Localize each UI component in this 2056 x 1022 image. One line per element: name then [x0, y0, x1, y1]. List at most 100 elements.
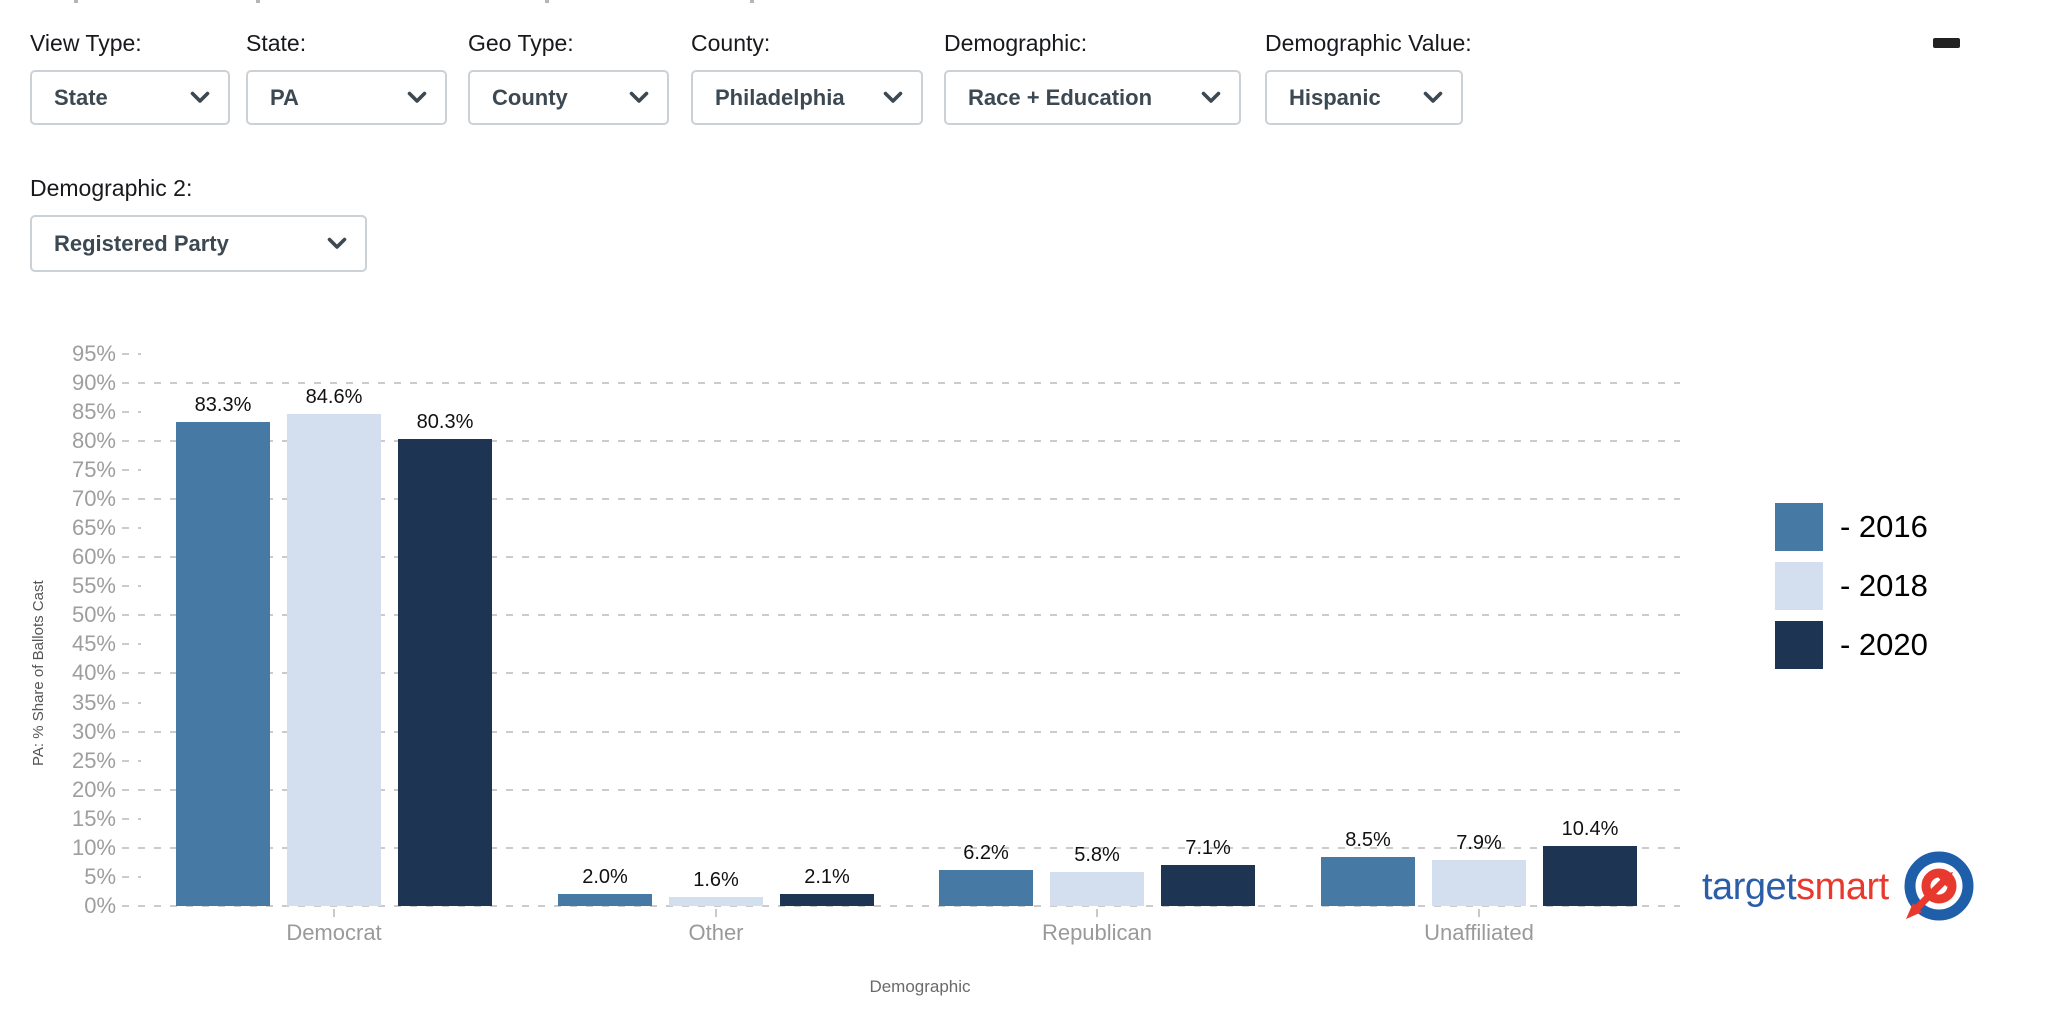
- legend-label: - 2018: [1840, 568, 1928, 603]
- bar-2020-other[interactable]: [780, 893, 874, 906]
- category-label-democrat: Democrat: [286, 920, 382, 945]
- major-gridline: [122, 846, 1680, 849]
- y-tick-label: 95%: [71, 340, 116, 366]
- legend-item-2016[interactable]: - 2016: [1775, 503, 1928, 551]
- filter-demographic-2: Demographic 2: Registered Party: [30, 175, 367, 272]
- y-tick-label: 0%: [84, 893, 116, 918]
- y-tick-label: 85%: [71, 398, 116, 424]
- filter-geo-type: Geo Type: County: [468, 30, 669, 125]
- cropped-ui-artifact: [545, 0, 549, 3]
- demographic-value-value: Hispanic: [1289, 84, 1381, 110]
- bar-2020-unaffiliated[interactable]: [1543, 845, 1637, 906]
- bar-2020-republican[interactable]: [1161, 864, 1255, 906]
- chart-legend: - 2016 - 2018 - 2020: [1775, 503, 1928, 669]
- x-axis-tick: [1478, 909, 1480, 917]
- y-tick-label: 30%: [71, 718, 116, 744]
- bar-2018-republican[interactable]: [1050, 872, 1144, 906]
- legend-swatch: [1775, 621, 1823, 669]
- demographic-value-text: Race + Education: [968, 84, 1153, 110]
- major-gridline: [122, 788, 1680, 791]
- minor-tick: [122, 410, 141, 413]
- legend-swatch: [1775, 562, 1823, 610]
- targetsmart-logo: targetsmart: [1702, 850, 1975, 924]
- bar-2016-other[interactable]: [558, 894, 652, 906]
- chevron-down-icon: [629, 91, 649, 103]
- bar-2018-democrat[interactable]: [287, 414, 381, 906]
- minor-tick: [122, 875, 141, 878]
- demographic-2-select[interactable]: Registered Party: [30, 215, 367, 272]
- bar-value-label: 2.1%: [804, 865, 850, 888]
- major-gridline: [122, 905, 1680, 907]
- legend-swatch: [1775, 503, 1823, 551]
- y-tick-label: 20%: [71, 776, 116, 802]
- demographic-2-label: Demographic 2:: [30, 175, 193, 201]
- bar-value-label: 7.1%: [1185, 836, 1231, 859]
- cropped-ui-artifact: [256, 0, 260, 3]
- view-type-label: View Type:: [30, 30, 142, 56]
- logo-word-target: target: [1702, 866, 1797, 908]
- major-gridline: [122, 556, 1680, 559]
- category-label-republican: Republican: [1041, 920, 1153, 945]
- logo-word-smart: smart: [1796, 866, 1889, 908]
- filter-state: State: PA: [246, 30, 447, 125]
- bar-2016-unaffiliated[interactable]: [1321, 856, 1415, 906]
- y-tick-label: 45%: [71, 631, 116, 657]
- demographic-label: Demographic:: [944, 30, 1088, 56]
- bar-2018-unaffiliated[interactable]: [1432, 860, 1526, 906]
- demographic-value-select[interactable]: Hispanic: [1265, 70, 1463, 125]
- minor-tick: [122, 759, 141, 762]
- bar-value-label: 8.5%: [1345, 828, 1391, 851]
- view-type-select[interactable]: State: [30, 70, 230, 125]
- bar-2020-democrat[interactable]: [398, 439, 492, 906]
- y-tick-label: 90%: [71, 369, 116, 395]
- state-label: State:: [246, 30, 307, 56]
- county-select[interactable]: Philadelphia: [691, 70, 923, 125]
- legend-label: - 2016: [1840, 509, 1928, 544]
- chevron-down-icon: [407, 91, 427, 103]
- major-gridline: [122, 672, 1680, 675]
- chevron-down-icon: [1201, 91, 1221, 103]
- county-label: County:: [691, 30, 771, 56]
- minimize-icon[interactable]: [1933, 38, 1960, 48]
- major-gridline: [122, 730, 1680, 733]
- y-tick-label: 15%: [71, 805, 116, 831]
- filter-demographic: Demographic: Race + Education: [944, 30, 1241, 125]
- bar-value-label: 7.9%: [1456, 832, 1502, 855]
- category-label-other: Other: [688, 920, 744, 945]
- minor-tick: [122, 527, 141, 530]
- legend-item-2018[interactable]: - 2018: [1775, 562, 1928, 610]
- x-axis-tick: [715, 909, 717, 917]
- chevron-down-icon: [883, 91, 903, 103]
- y-tick-label: 50%: [71, 602, 116, 628]
- x-axis-tick: [1096, 909, 1098, 917]
- bar-value-label: 83.3%: [194, 393, 252, 416]
- y-tick-label: 60%: [71, 544, 116, 570]
- y-tick-label: 10%: [71, 834, 116, 860]
- x-axis-title: Demographic: [869, 977, 971, 996]
- state-value: PA: [270, 84, 299, 110]
- demographic-select[interactable]: Race + Education: [944, 70, 1241, 125]
- y-tick-label: 65%: [71, 515, 116, 541]
- filter-county: County: Philadelphia: [691, 30, 923, 125]
- county-value: Philadelphia: [715, 84, 845, 110]
- view-type-value: State: [54, 84, 108, 110]
- category-label-unaffiliated: Unaffiliated: [1424, 920, 1534, 945]
- legend-label: - 2020: [1840, 627, 1928, 662]
- y-tick-label: 70%: [71, 486, 116, 512]
- bar-2016-democrat[interactable]: [176, 421, 270, 906]
- geo-type-value: County: [492, 84, 568, 110]
- y-axis-title: PA: % Share of Ballots Cast: [30, 580, 47, 766]
- y-tick-label: 80%: [71, 427, 116, 453]
- major-gridline: [122, 381, 1680, 384]
- bar-2018-other[interactable]: [669, 896, 763, 906]
- bar-2016-republican[interactable]: [939, 869, 1033, 906]
- bar-value-label: 2.0%: [582, 866, 628, 889]
- demographic-value-label: Demographic Value:: [1265, 30, 1472, 56]
- minor-tick: [122, 643, 141, 646]
- state-select[interactable]: PA: [246, 70, 447, 125]
- bullseye-arrow-icon: [1904, 851, 1974, 921]
- geo-type-select[interactable]: County: [468, 70, 669, 125]
- legend-item-2020[interactable]: - 2020: [1775, 621, 1928, 669]
- major-gridline: [122, 614, 1680, 617]
